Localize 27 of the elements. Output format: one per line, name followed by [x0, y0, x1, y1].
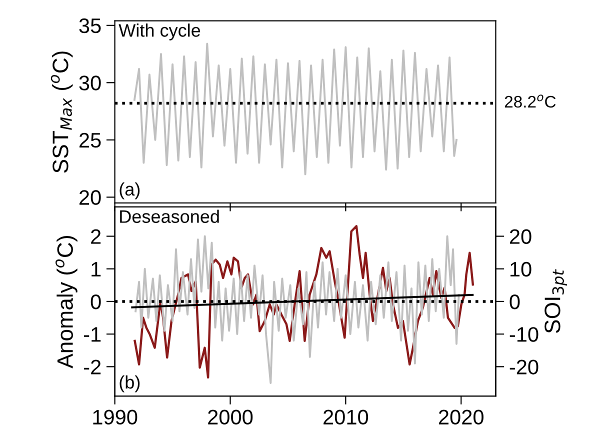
y-tick-label: 35 [79, 18, 101, 34]
y2-tick-label: -20 [510, 360, 538, 374]
x-tick-label: 1990 [93, 410, 138, 425]
y-axis-title: Anomaly ($^{o}$C) [56, 236, 78, 368]
y-tick-label: 2 [91, 229, 101, 244]
annotation: (a) [120, 182, 140, 200]
y-tick-label: 0 [90, 294, 101, 310]
x-tick-label: 2000 [208, 410, 253, 425]
y-tick-label: -2 [84, 360, 101, 374]
y2-tick-label: 20 [510, 229, 532, 244]
annotation: Deseasoned [120, 210, 219, 223]
y2-axis-title: SOI$_{3pt}$ [544, 269, 567, 334]
y-tick-label: 25 [80, 132, 101, 148]
line-series [133, 42, 458, 176]
y-tick-label: -1 [84, 327, 101, 342]
y2-tick-label: -10 [510, 327, 538, 342]
y2-tick-label: 0 [510, 294, 520, 310]
annotation: With cycle [118, 24, 200, 40]
y-tick-label: 20 [80, 190, 101, 205]
y-tick-label: 30 [79, 76, 101, 90]
y2-tick-label: 10 [510, 262, 532, 277]
y-axis-title: SST$_{Max}$ ($^{o}$C) [50, 52, 73, 173]
y-tick-label: 1 [92, 262, 101, 276]
annotation: (b) [120, 375, 140, 392]
x-tick-label: 2020 [438, 410, 484, 425]
x-tick-label: 2010 [324, 410, 368, 425]
ref-line-label: 28.2$^{o}$C [504, 94, 556, 108]
